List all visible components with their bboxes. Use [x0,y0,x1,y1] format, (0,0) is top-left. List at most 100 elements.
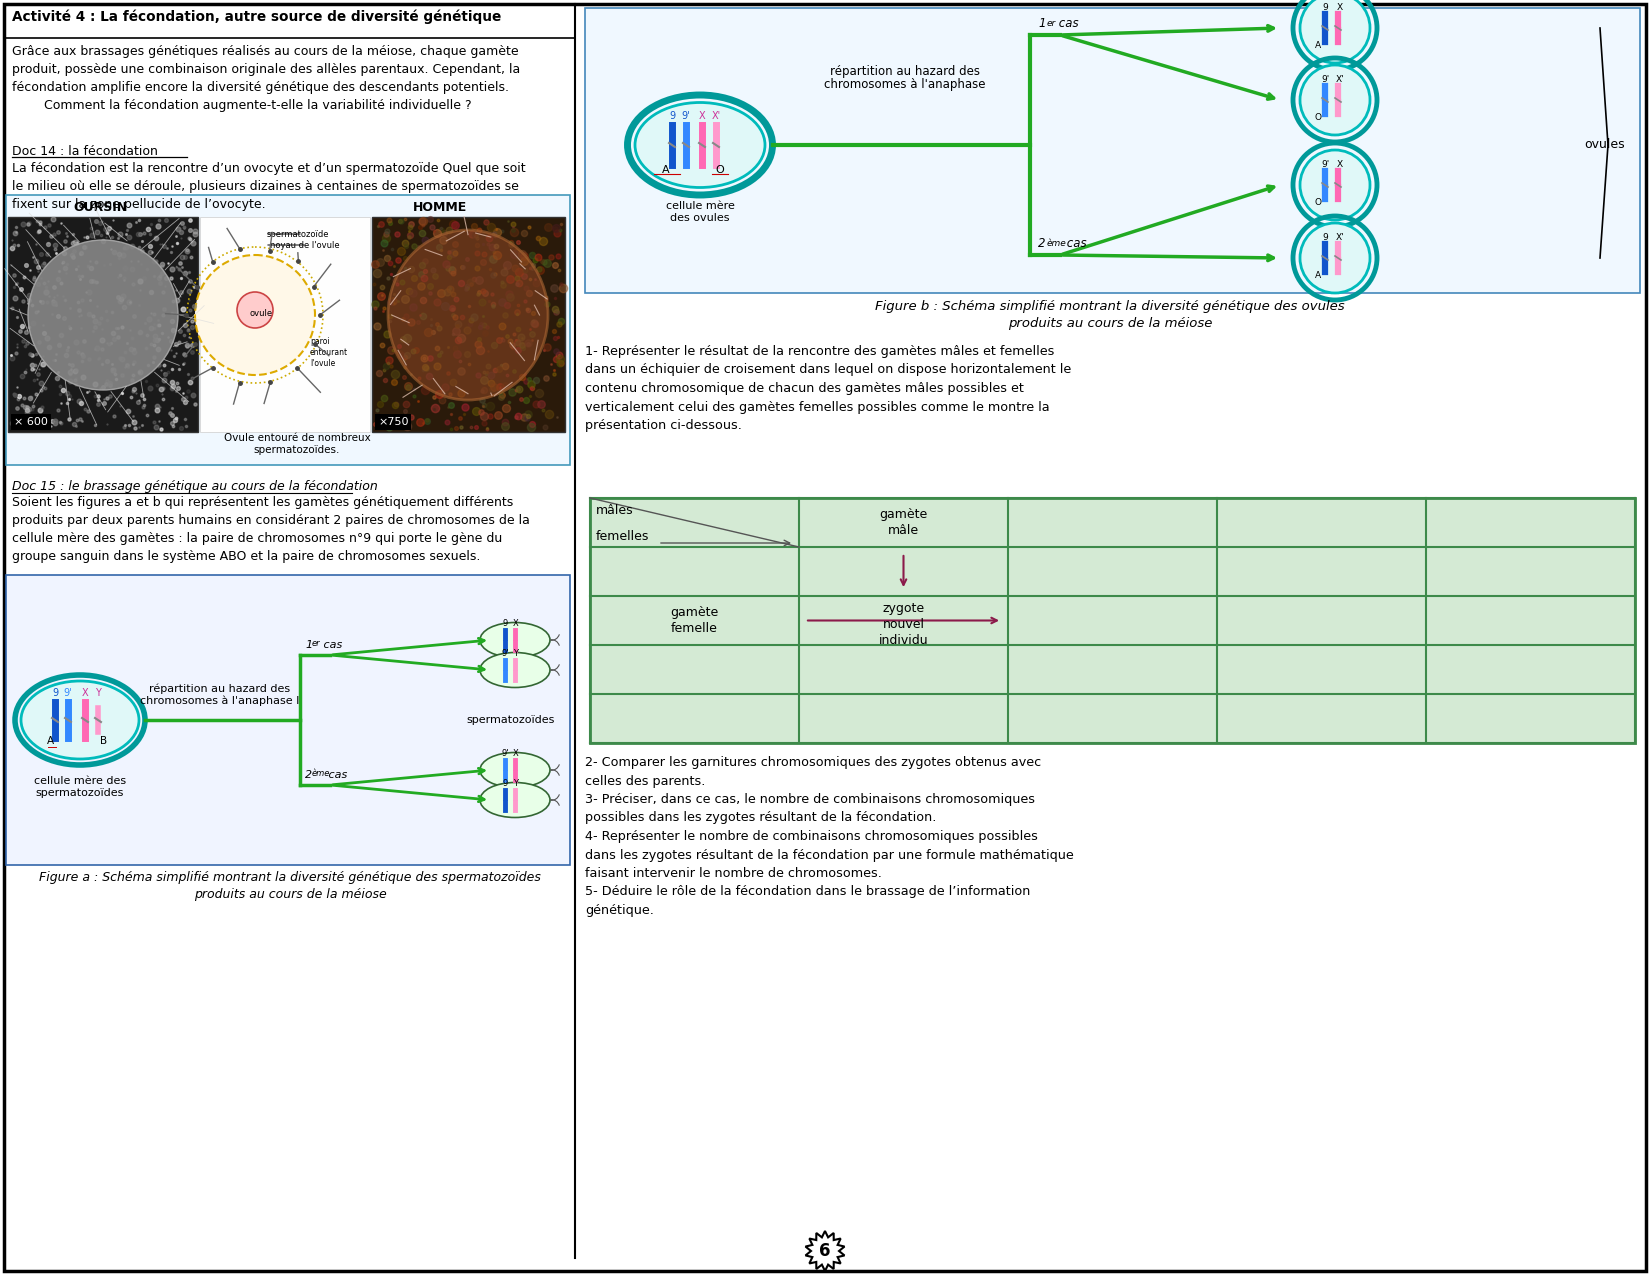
Text: répartition au hazard des: répartition au hazard des [830,65,980,78]
Text: A: A [1315,41,1322,50]
Text: Doc 14 : la fécondation: Doc 14 : la fécondation [12,145,158,158]
Text: femelles: femelles [596,530,650,543]
Text: ème: ème [312,769,330,778]
Text: Figure a : Schéma simplifié montrant la diversité génétique des spermatozoïdes
p: Figure a : Schéma simplifié montrant la … [40,871,541,901]
Text: zygote
nouvel
individu: zygote nouvel individu [879,602,929,646]
Text: 9': 9' [681,111,690,121]
Circle shape [195,255,315,375]
Ellipse shape [635,102,766,187]
Text: 9: 9 [1322,3,1328,11]
Text: spermatozoïdes: spermatozoïdes [467,715,554,725]
Text: 1: 1 [305,640,312,650]
Text: La fécondation est la rencontre d’un ovocyte et d’un spermatozoïde Quel que soit: La fécondation est la rencontre d’un ovo… [12,162,526,210]
Text: 6: 6 [820,1242,830,1260]
Text: Doc 15 : le brassage génétique au cours de la fécondation: Doc 15 : le brassage génétique au cours … [12,479,378,493]
Circle shape [28,240,178,390]
Polygon shape [805,1230,845,1271]
FancyBboxPatch shape [8,217,198,432]
Text: 9': 9' [502,649,508,658]
Text: er: er [1048,19,1056,28]
Text: HOMME: HOMME [412,201,467,214]
Text: gamète
femelle: gamète femelle [670,606,719,635]
Text: A: A [46,736,53,746]
Text: mâles: mâles [596,504,634,516]
Text: O: O [1315,113,1322,122]
Text: des ovules: des ovules [670,213,729,223]
Ellipse shape [388,230,548,400]
Ellipse shape [480,752,549,788]
Text: ème: ème [1048,238,1068,249]
Ellipse shape [480,653,549,687]
Ellipse shape [480,622,549,658]
Text: 9: 9 [502,779,508,788]
FancyBboxPatch shape [586,8,1640,293]
Text: gamète
mâle: gamète mâle [879,507,927,537]
Text: X: X [513,748,518,759]
Text: spermatozoïdes: spermatozoïdes [36,788,124,798]
Text: spermatozoïde: spermatozoïde [267,230,330,238]
Text: Grâce aux brassages génétiques réalisés au cours de la méiose, chaque gamète
pro: Grâce aux brassages génétiques réalisés … [12,45,520,112]
Text: 9: 9 [51,688,58,697]
Text: X': X' [1336,233,1345,242]
Text: A: A [1315,272,1322,280]
Circle shape [1300,150,1370,221]
Text: Figure b : Schéma simplifié montrant la diversité génétique des ovules
produits : Figure b : Schéma simplifié montrant la … [874,300,1345,330]
FancyBboxPatch shape [200,217,370,432]
Text: ×750: ×750 [378,417,409,427]
Text: X: X [1336,159,1343,170]
Text: cas: cas [320,640,342,650]
Text: B: B [101,736,107,746]
Text: 9': 9' [1322,159,1330,170]
Text: O: O [716,164,724,175]
Text: cas: cas [1054,17,1079,31]
Text: paroi
entourant
l'ovule: paroi entourant l'ovule [310,337,348,368]
Text: répartition au hazard des: répartition au hazard des [150,683,290,694]
Text: X': X' [1336,75,1345,84]
FancyBboxPatch shape [7,195,569,465]
FancyBboxPatch shape [371,217,564,432]
Text: cellule mère des: cellule mère des [35,776,125,785]
Text: 1: 1 [1038,17,1046,31]
Text: er: er [312,639,320,648]
Text: X: X [513,618,518,629]
Text: 1- Représenter le résultat de la rencontre des gamètes mâles et femelles
dans un: 1- Représenter le résultat de la rencont… [586,346,1071,432]
Circle shape [238,292,272,328]
Ellipse shape [480,783,549,817]
Text: Y: Y [513,779,518,788]
Text: Ovule entouré de nombreux
spermatozoïdes.: Ovule entouré de nombreux spermatozoïdes… [224,434,370,455]
Text: noyau de l'ovule: noyau de l'ovule [271,241,340,250]
Text: Y: Y [96,688,101,697]
Text: chromosomes à l'anaphase I: chromosomes à l'anaphase I [140,695,300,705]
Circle shape [1300,65,1370,135]
Text: X: X [1336,3,1343,11]
Text: 9': 9' [64,688,73,697]
Text: OURSIN: OURSIN [73,201,127,214]
Text: cas: cas [325,770,346,780]
Ellipse shape [21,681,139,759]
Text: 9': 9' [502,748,508,759]
Circle shape [1300,0,1370,62]
Text: × 600: × 600 [13,417,48,427]
Text: 9: 9 [1322,233,1328,242]
Text: 2: 2 [305,770,312,780]
Text: cas: cas [1063,237,1087,250]
Text: Soient les figures a et b qui représentent les gamètes génétiquement différents
: Soient les figures a et b qui représente… [12,496,530,564]
Text: 2- Comparer les garnitures chromosomiques des zygotes obtenus avec
celles des pa: 2- Comparer les garnitures chromosomique… [586,756,1074,917]
Text: 2: 2 [1038,237,1046,250]
FancyBboxPatch shape [7,575,569,864]
Text: 9: 9 [668,111,675,121]
Text: cellule mère: cellule mère [665,201,734,210]
Text: chromosomes à l'anaphase: chromosomes à l'anaphase [825,78,985,91]
Circle shape [1300,223,1370,293]
FancyBboxPatch shape [591,499,1635,743]
Text: O: O [1315,198,1322,207]
Text: X: X [698,111,705,121]
Text: 9': 9' [1322,75,1330,84]
Text: X: X [82,688,89,697]
Text: A: A [662,164,670,175]
FancyBboxPatch shape [3,4,1647,1271]
Text: ovules: ovules [1584,139,1625,152]
Text: Activité 4 : La fécondation, autre source de diversité génétique: Activité 4 : La fécondation, autre sourc… [12,10,502,24]
Text: Y: Y [513,649,518,658]
Text: ovule: ovule [251,309,274,317]
